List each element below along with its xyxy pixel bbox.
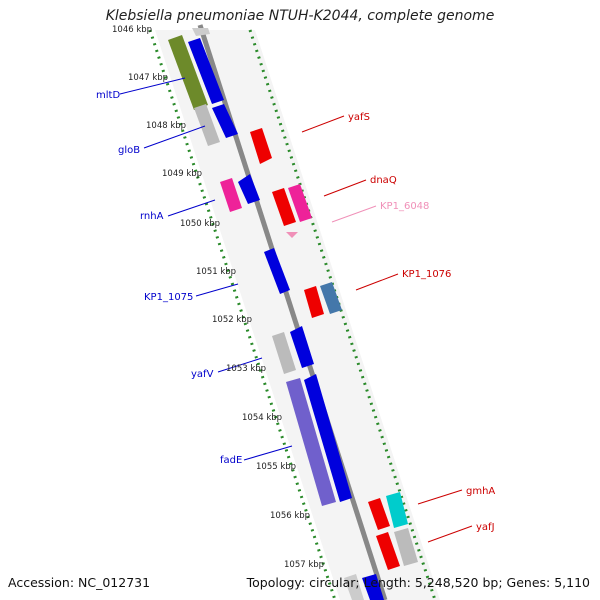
feature-blue-gloB[interactable] [212,104,238,138]
feature-grey-yafV[interactable] [272,332,296,374]
tick-label: 1056 kbp [270,511,310,521]
feature-pink-dnaQ[interactable] [288,184,312,222]
feature-red-KP1_1076[interactable] [304,286,324,318]
feature-pink-rnhA[interactable] [220,178,242,212]
tick-label: 1051 kbp [196,267,236,277]
feature-steel-KP1_1076[interactable] [320,282,342,314]
left-gene-labels: mltD gloB rnhA KP1_1075 yafV fadE [96,90,242,466]
tick-label: 1057 kbp [284,560,324,570]
gene-label-KP1_1076[interactable]: KP1_1076 [402,269,451,280]
gene-label-dnaQ[interactable]: dnaQ [370,175,397,186]
connector-dnaQ [323,179,367,197]
gene-label-gloB[interactable]: gloB [118,145,140,156]
connector-KP1_1075 [195,283,239,297]
feature-blue-rnhA[interactable] [238,174,260,204]
connector-yafV [217,357,263,373]
tick-label: 1055 kbp [256,462,296,472]
gene-label-rnhA[interactable]: rnhA [140,211,164,222]
tick-label: 1052 kbp [212,315,252,325]
tick-label: 1047 kbp [128,73,168,83]
tick-labels: 1046 kbp 1047 kbp 1048 kbp 1049 kbp 1050… [112,25,324,570]
connector-mltD [119,77,186,95]
gene-label-yafJ[interactable]: yafJ [476,522,495,533]
feature-blue-mltD[interactable] [188,38,224,104]
feature-red-yafJ[interactable] [376,532,400,570]
accession-text: Accession: NC_012731 [8,575,151,590]
feature-olive-1[interactable] [168,35,208,110]
track-band [155,30,440,600]
gene-label-yafV[interactable]: yafV [191,369,214,380]
feature-grey-gloB[interactable] [194,104,220,146]
connector-yafS [301,115,345,133]
feature-grey-yafJ[interactable] [394,528,418,566]
connector-fadE [243,445,293,461]
genome-summary-text: Topology: circular; Length: 5,248,520 bp… [246,575,590,590]
connector-KP1_1076 [355,273,399,291]
map-title: Klebsiella pneumoniae NTUH-K2044, comple… [105,8,495,24]
tick-label: 1048 kbp [146,121,186,131]
feature-red-yafS[interactable] [250,128,272,164]
gene-label-yafS[interactable]: yafS [348,112,370,123]
gene-label-mltD[interactable]: mltD [96,90,120,101]
feature-blue-KP1_1075[interactable] [264,248,290,294]
gene-label-fadE[interactable]: fadE [220,455,242,466]
feature-grey-top[interactable] [192,28,210,36]
connector-yafJ [427,525,473,543]
tick-label: 1050 kbp [180,219,220,229]
connector-gmhA [417,489,463,505]
feature-blue-bottom[interactable] [362,574,384,600]
feature-purple-fadE[interactable] [286,378,336,506]
tick-label: 1049 kbp [162,169,202,179]
gene-label-gmhA[interactable]: gmhA [466,486,495,497]
tick-label: 1046 kbp [112,25,152,35]
connector-gloB [143,125,206,149]
feature-blue-yafV[interactable] [290,326,314,368]
gene-label-KP1_6048[interactable]: KP1_6048 [380,201,429,212]
feature-blue-fadE[interactable] [304,374,352,502]
right-gene-labels: yafS dnaQ KP1_6048 KP1_1076 gmhA yafJ [348,112,495,533]
left-dotted-guide [148,29,337,600]
connector-rnhA [167,199,216,217]
tick-label: 1053 kbp [226,364,266,374]
connector-KP1_6048 [331,205,377,223]
gene-label-KP1_1075[interactable]: KP1_1075 [144,292,193,303]
feature-grey-bottom[interactable] [344,574,364,600]
feature-red-dnaQ[interactable] [272,188,296,226]
feature-cyan-gmhA[interactable] [386,492,408,528]
feature-pink-KP1_6048[interactable] [286,232,298,238]
tick-label: 1054 kbp [242,413,282,423]
right-dotted-guide [248,29,437,600]
feature-red-gmhA[interactable] [368,498,390,530]
